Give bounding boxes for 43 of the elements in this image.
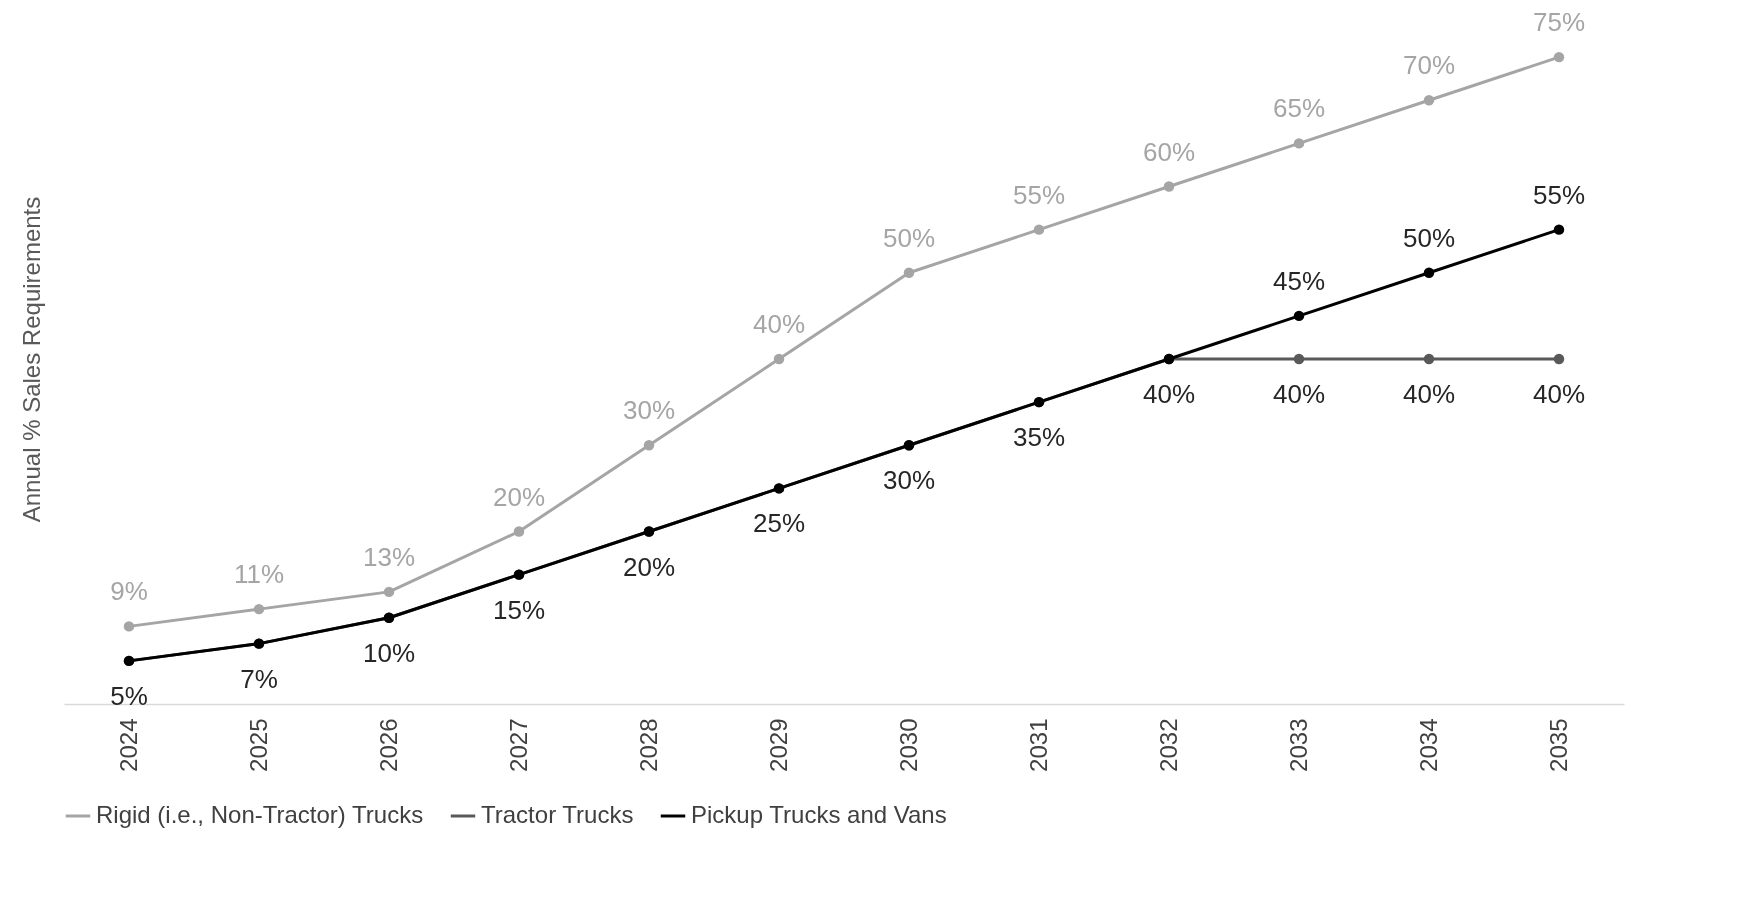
data-label: 30% <box>622 395 676 426</box>
data-label: 7% <box>240 663 278 694</box>
x-tick-label: 2026 <box>374 718 402 772</box>
data-label: 40% <box>752 309 806 339</box>
x-tick-label: 2032 <box>1154 718 1182 772</box>
data-label: 40% <box>1142 379 1196 409</box>
x-tick-label: 2024 <box>114 718 142 772</box>
x-tick-label: 2029 <box>764 718 792 772</box>
data-label: 40% <box>1272 379 1326 409</box>
x-tick-label: 2027 <box>504 718 532 772</box>
data-label: 11% <box>233 559 285 590</box>
x-tick-label: 2030 <box>894 718 922 772</box>
data-label: 20% <box>492 481 546 512</box>
data-label: 13% <box>362 541 416 572</box>
x-tick-label: 2031 <box>1024 718 1052 772</box>
legend-label: Rigid (i.e., Non-Tractor) Trucks <box>96 801 424 828</box>
y-axis-title: Annual % Sales Requirements <box>17 196 45 523</box>
data-label: 10% <box>362 637 416 668</box>
data-label: 25% <box>752 508 806 539</box>
data-label: 60% <box>1142 136 1196 167</box>
data-label: 35% <box>1012 422 1066 453</box>
data-label: 40% <box>1532 379 1586 409</box>
x-tick-label: 2033 <box>1284 718 1312 772</box>
data-label: 9% <box>110 576 148 607</box>
legend-label: Tractor Trucks <box>481 801 634 828</box>
data-label: 75% <box>1532 7 1586 38</box>
x-tick-label: 2034 <box>1414 718 1442 772</box>
data-label: 20% <box>622 551 676 582</box>
data-label: 30% <box>882 465 936 496</box>
data-label: 5% <box>110 680 148 711</box>
data-label: 40% <box>1402 379 1456 409</box>
data-label: 55% <box>1012 179 1066 210</box>
data-label: 15% <box>492 594 546 625</box>
data-label: 45% <box>1272 265 1326 296</box>
data-label: 65% <box>1272 93 1326 124</box>
x-tick-label: 2035 <box>1544 718 1572 772</box>
x-tick-label: 2028 <box>634 718 662 772</box>
legend-label: Pickup Trucks and Vans <box>691 801 947 828</box>
data-label: 70% <box>1402 50 1456 81</box>
data-label: 50% <box>882 222 936 253</box>
x-tick-label: 2025 <box>244 718 272 772</box>
data-label: 55% <box>1532 179 1586 210</box>
data-label: 50% <box>1402 222 1456 253</box>
